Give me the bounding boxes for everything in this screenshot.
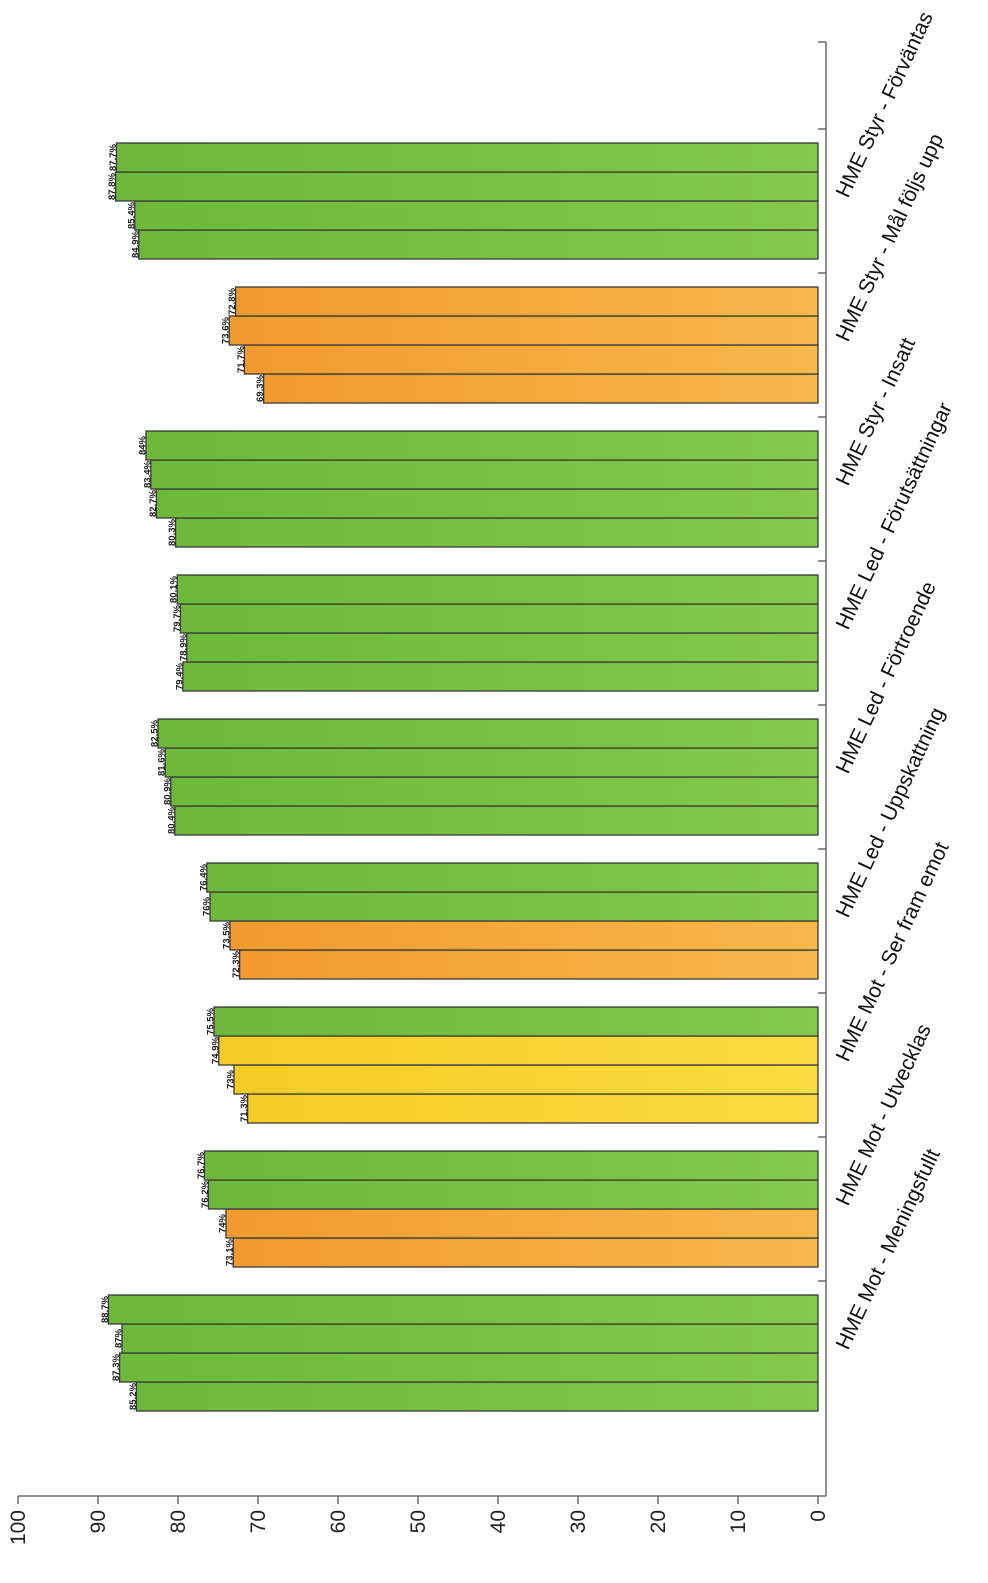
data-labels: 85.2% 87.3% 87%88.7% 73.1% 74% 76.2% 76.7% 71.3… bbox=[100, 143, 266, 1409]
data-label: 82.5% bbox=[150, 719, 161, 746]
value-tick-label: 80 bbox=[167, 1510, 190, 1533]
data-label: 76.2% bbox=[200, 1180, 211, 1207]
bar bbox=[170, 776, 819, 807]
bar bbox=[138, 229, 819, 260]
data-label: 80.1% bbox=[169, 575, 180, 602]
data-label: 71.3% bbox=[239, 1094, 250, 1121]
bar bbox=[155, 488, 819, 519]
data-label: 73.1% bbox=[225, 1238, 236, 1265]
bar bbox=[174, 517, 819, 548]
value-tick-label: 60 bbox=[327, 1510, 350, 1533]
bar bbox=[121, 1323, 819, 1354]
category-label: HME Led - Förutsättningar bbox=[832, 399, 957, 633]
value-tick-label: 100 bbox=[7, 1510, 30, 1545]
bar bbox=[218, 1035, 819, 1066]
data-label: 79.7% bbox=[172, 604, 183, 631]
bar bbox=[115, 142, 819, 173]
data-label: 85.4% bbox=[126, 201, 137, 228]
bars bbox=[107, 142, 819, 1412]
bar bbox=[207, 1179, 819, 1210]
data-label: 71.7% bbox=[236, 345, 247, 372]
data-label: 73.5% bbox=[222, 921, 233, 948]
bar bbox=[150, 459, 819, 490]
bar bbox=[114, 171, 819, 202]
value-axis: 0 10 20 30 40 50 60 70 80 90 100 bbox=[7, 1495, 830, 1545]
data-label: 83.4% bbox=[142, 460, 153, 487]
data-label: 69.3% bbox=[255, 374, 266, 401]
value-tick-label: 30 bbox=[567, 1510, 590, 1533]
data-label: 87.8% bbox=[107, 172, 118, 199]
data-label: 73% bbox=[226, 1069, 237, 1089]
bar bbox=[232, 1237, 819, 1268]
bar bbox=[135, 1381, 819, 1412]
bar bbox=[238, 949, 819, 980]
bar bbox=[203, 1150, 819, 1181]
data-label: 79.4% bbox=[174, 662, 185, 689]
bar bbox=[134, 200, 819, 231]
bar bbox=[233, 1064, 819, 1095]
bar bbox=[157, 718, 819, 749]
data-label: 80.4% bbox=[166, 806, 177, 833]
bar bbox=[246, 1093, 819, 1124]
value-tick-label: 20 bbox=[647, 1510, 670, 1533]
bar bbox=[234, 286, 819, 317]
value-tick-label: 40 bbox=[487, 1510, 510, 1533]
value-tick-label: 10 bbox=[727, 1510, 750, 1533]
data-label: 74.9% bbox=[210, 1036, 221, 1063]
data-label: 74% bbox=[218, 1213, 229, 1233]
data-label: 88.7% bbox=[100, 1295, 111, 1322]
data-label: 82.7% bbox=[148, 489, 159, 516]
data-label: 87% bbox=[114, 1328, 125, 1348]
bar bbox=[174, 805, 819, 836]
data-label: 84.9% bbox=[130, 230, 141, 257]
data-label: 78.9% bbox=[178, 633, 189, 660]
bar bbox=[179, 603, 819, 634]
data-label: 76% bbox=[202, 896, 213, 916]
bar bbox=[229, 920, 819, 951]
value-tick-label: 70 bbox=[247, 1510, 270, 1533]
data-label: 87.7% bbox=[108, 143, 119, 170]
data-label: 76.7% bbox=[196, 1151, 207, 1178]
data-label: 80.3% bbox=[167, 518, 178, 545]
data-label: 85.2% bbox=[128, 1382, 139, 1409]
data-label: 72.3% bbox=[231, 950, 242, 977]
value-tick-label: 50 bbox=[407, 1510, 430, 1533]
bar bbox=[186, 632, 819, 663]
bar bbox=[209, 891, 819, 922]
bar bbox=[225, 1208, 819, 1239]
data-label: 72.8% bbox=[227, 287, 238, 314]
data-label: 75.5% bbox=[206, 1007, 217, 1034]
data-label: 87.3% bbox=[111, 1353, 122, 1380]
bar bbox=[107, 1294, 819, 1325]
bar bbox=[145, 430, 819, 461]
bar bbox=[262, 373, 819, 404]
data-label: 73.6% bbox=[221, 316, 232, 343]
bar bbox=[228, 315, 819, 346]
value-tick-label: 0 bbox=[807, 1510, 830, 1522]
bar bbox=[182, 661, 819, 692]
bar bbox=[206, 862, 819, 893]
bar bbox=[164, 747, 819, 778]
bar bbox=[176, 574, 819, 605]
data-label: 76.4% bbox=[198, 863, 209, 890]
bar bbox=[213, 1006, 819, 1037]
bar bbox=[118, 1352, 819, 1383]
data-label: 81.6% bbox=[157, 748, 168, 775]
bar bbox=[243, 344, 819, 375]
data-label: 84% bbox=[138, 435, 149, 455]
data-label: 80.9% bbox=[162, 777, 173, 804]
value-tick-label: 90 bbox=[87, 1510, 110, 1533]
